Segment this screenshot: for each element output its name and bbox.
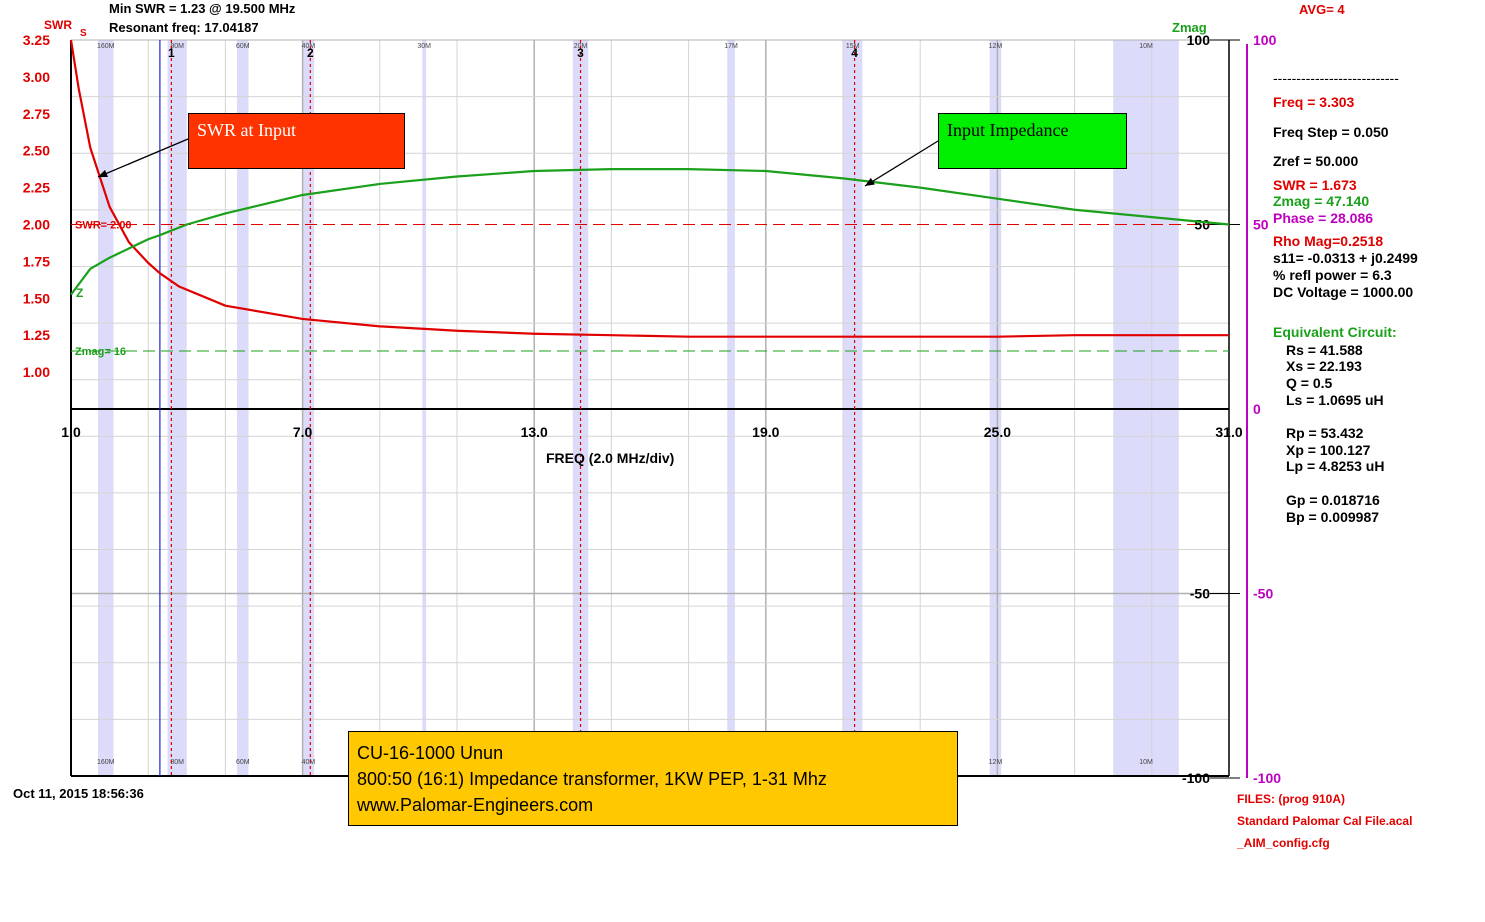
- swr-axis-subtitle: S: [80, 28, 87, 39]
- readout-zmag: Zmag = 47.140: [1273, 193, 1370, 209]
- zmag-curve-label: Z: [76, 286, 83, 300]
- band-label-top: 17M: [724, 43, 738, 50]
- readout-ls: Ls = 1.0695 uH: [1286, 392, 1384, 408]
- note-website: www.Palomar-Engineers.com: [357, 795, 594, 815]
- swr-tick-label: 1.25: [23, 327, 50, 343]
- swr-series-line: [69, 39, 1229, 338]
- zmag-tick-label: -50: [1190, 586, 1210, 602]
- timestamp: Oct 11, 2015 18:56:36: [13, 786, 144, 801]
- band-label-top: 60M: [236, 43, 250, 50]
- files-header: FILES: (prog 910A): [1237, 792, 1346, 806]
- band-label-top: 12M: [989, 43, 1003, 50]
- phase-tick-label: 50: [1253, 217, 1269, 233]
- zmag-tick-label: -100: [1182, 770, 1210, 786]
- swr-tick-label: 2.25: [23, 180, 50, 196]
- files-cal: Standard Palomar Cal File.acal: [1237, 814, 1413, 828]
- x-tick-label: 13.0: [521, 424, 548, 440]
- readout-lp: Lp = 4.8253 uH: [1286, 458, 1385, 474]
- x-axis-label: FREQ (2.0 MHz/div): [546, 450, 675, 466]
- x-tick-label: 25.0: [984, 424, 1011, 440]
- zmag-tick-label: 50: [1194, 217, 1210, 233]
- band-label-bottom: 10M: [1139, 759, 1153, 766]
- resonant-freq-readout: Resonant freq: 17.04187: [109, 20, 259, 35]
- readout-xp: Xp = 100.127: [1286, 442, 1371, 458]
- band-label-bottom: 160M: [97, 759, 115, 766]
- readout-bp: Bp = 0.009987: [1286, 509, 1380, 525]
- marker-label: 1: [168, 46, 175, 60]
- readout-rp: Rp = 53.432: [1286, 425, 1364, 441]
- readout-rs: Rs = 41.588: [1286, 342, 1363, 358]
- swr-tick-label: 2.50: [23, 143, 50, 159]
- swr-callout-arrow-head: [98, 169, 108, 178]
- phase-tick-label: -100: [1253, 770, 1281, 786]
- product-note: CU-16-1000 Unun 800:50 (16:1) Impedance …: [348, 731, 958, 826]
- note-model: CU-16-1000 Unun: [357, 743, 504, 763]
- phase-tick-label: 100: [1253, 32, 1277, 48]
- avg-readout: AVG= 4: [1299, 2, 1345, 17]
- readout-swr: SWR = 1.673: [1273, 177, 1357, 193]
- readout-xs: Xs = 22.193: [1286, 358, 1362, 374]
- readout-s11: s11= -0.0313 + j0.2499: [1273, 250, 1418, 266]
- zmag-series-line: [70, 168, 1230, 296]
- band-label-top: 80M: [170, 43, 184, 50]
- readout-freq: Freq = 3.303: [1273, 94, 1355, 110]
- swr-axis-title: SWR: [44, 18, 72, 32]
- zmag-tick-label: 100: [1187, 32, 1211, 48]
- band-label-top: 40M: [302, 43, 316, 50]
- readout-refl-power: % refl power = 6.3: [1273, 267, 1392, 283]
- swr-tick-label: 1.00: [23, 364, 50, 380]
- readout-rho: Rho Mag=0.2518: [1273, 233, 1384, 249]
- readout-equivalent-title: Equivalent Circuit:: [1273, 324, 1397, 340]
- band-label-bottom: 40M: [302, 759, 316, 766]
- x-tick-label: 1.0: [61, 424, 81, 440]
- x-tick-label: 7.0: [293, 424, 313, 440]
- marker-label: 3: [577, 46, 584, 60]
- impedance-callout: Input Impedance: [938, 113, 1127, 169]
- swr-tick-label: 3.25: [23, 32, 50, 48]
- readout-q: Q = 0.5: [1286, 375, 1333, 391]
- readout-divider: ---------------------------: [1273, 70, 1399, 86]
- readout-dc-voltage: DC Voltage = 1000.00: [1273, 284, 1414, 300]
- swr-tick-label: 2.00: [23, 217, 50, 233]
- note-description: 800:50 (16:1) Impedance transformer, 1KW…: [357, 769, 827, 789]
- marker-label: 4: [851, 46, 858, 60]
- x-tick-label: 19.0: [752, 424, 779, 440]
- swr-tick-label: 3.00: [23, 69, 50, 85]
- band-label-top: 30M: [417, 43, 431, 50]
- min-swr-readout: Min SWR = 1.23 @ 19.500 MHz: [109, 1, 296, 16]
- marker-label: 2: [307, 46, 314, 60]
- swr-tick-label: 1.50: [23, 290, 50, 306]
- band-label-bottom: 80M: [170, 759, 184, 766]
- phase-tick-label: 0: [1253, 401, 1261, 417]
- impedance-callout-arrow: [864, 140, 939, 187]
- band-label-bottom: 12M: [989, 759, 1003, 766]
- readout-zref: Zref = 50.000: [1273, 153, 1359, 169]
- files-config: _AIM_config.cfg: [1237, 836, 1330, 850]
- x-tick-label: 31.0: [1215, 424, 1242, 440]
- band-label-top: 160M: [97, 43, 115, 50]
- band-label-top: 15M: [846, 43, 860, 50]
- phase-tick-label: -50: [1253, 586, 1273, 602]
- swr-tick-label: 1.75: [23, 253, 50, 269]
- swr-callout-arrow: [97, 138, 189, 178]
- band-label-top: 10M: [1139, 43, 1153, 50]
- readout-freq-step: Freq Step = 0.050: [1273, 124, 1389, 140]
- zmag-axis-title: Zmag: [1172, 20, 1207, 35]
- readout-phase: Phase = 28.086: [1273, 210, 1374, 226]
- readout-gp: Gp = 0.018716: [1286, 492, 1380, 508]
- impedance-callout-arrow-head: [865, 177, 875, 186]
- band-label-bottom: 60M: [236, 759, 250, 766]
- swr-callout: SWR at Input: [188, 113, 405, 169]
- swr-tick-label: 2.75: [23, 106, 50, 122]
- zmag-reference-label: Zmag= 16: [75, 346, 126, 358]
